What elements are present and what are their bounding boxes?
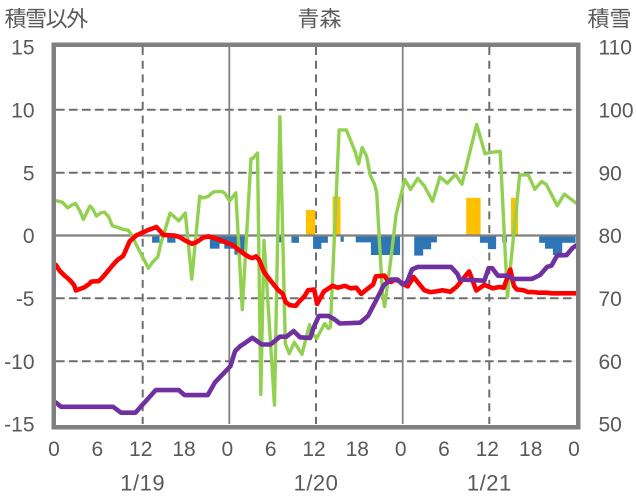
svg-text:90: 90 [599,162,622,185]
svg-text:15: 15 [11,37,34,60]
svg-text:18: 18 [346,438,369,461]
svg-text:6: 6 [438,438,450,461]
svg-text:-5: -5 [16,288,35,311]
svg-text:-10: -10 [4,351,34,374]
svg-text:0: 0 [395,438,407,461]
svg-text:80: 80 [599,225,622,248]
svg-text:110: 110 [599,37,632,60]
svg-text:10: 10 [11,99,34,122]
svg-text:60: 60 [599,351,622,374]
svg-text:0: 0 [568,438,580,461]
svg-text:1/19: 1/19 [120,470,165,495]
svg-text:1/21: 1/21 [467,470,512,495]
svg-text:0: 0 [48,438,60,461]
svg-text:1/20: 1/20 [294,470,339,495]
svg-text:12: 12 [476,438,499,461]
svg-text:12: 12 [302,438,325,461]
svg-text:5: 5 [23,162,35,185]
svg-text:6: 6 [265,438,277,461]
svg-text:0: 0 [221,438,233,461]
svg-text:50: 50 [599,414,622,437]
svg-text:0: 0 [23,225,35,248]
svg-text:70: 70 [599,288,622,311]
svg-text:6: 6 [91,438,103,461]
svg-text:-15: -15 [4,414,34,437]
svg-text:12: 12 [129,438,152,461]
svg-text:18: 18 [172,438,195,461]
svg-text:100: 100 [599,99,634,122]
svg-text:18: 18 [519,438,542,461]
